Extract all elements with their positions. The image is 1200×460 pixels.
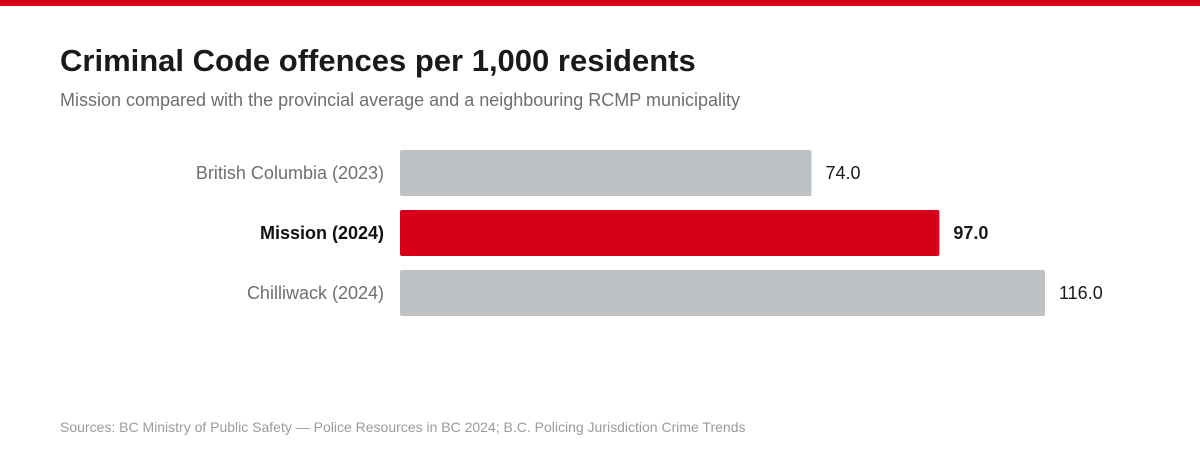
- source-note: Sources: BC Ministry of Public Safety — …: [60, 419, 746, 435]
- category-label: British Columbia (2023): [196, 163, 384, 183]
- chart-subtitle: Mission compared with the provincial ave…: [60, 90, 741, 110]
- bar-highlight: [400, 210, 940, 256]
- bar-chart: British Columbia (2023) 74.0 Mission (2024…: [196, 150, 1103, 316]
- value-label: 74.0: [825, 163, 860, 183]
- category-label: Mission (2024): [260, 223, 384, 243]
- value-label: 116.0: [1059, 283, 1103, 303]
- chart-title: Criminal Code offences per 1,000 residen…: [60, 43, 696, 78]
- accent-top-bar: [0, 0, 1200, 6]
- value-label: 97.0: [953, 223, 988, 243]
- bar: [400, 270, 1045, 316]
- category-label: Chilliwack (2024): [247, 283, 384, 303]
- bar: [400, 150, 812, 196]
